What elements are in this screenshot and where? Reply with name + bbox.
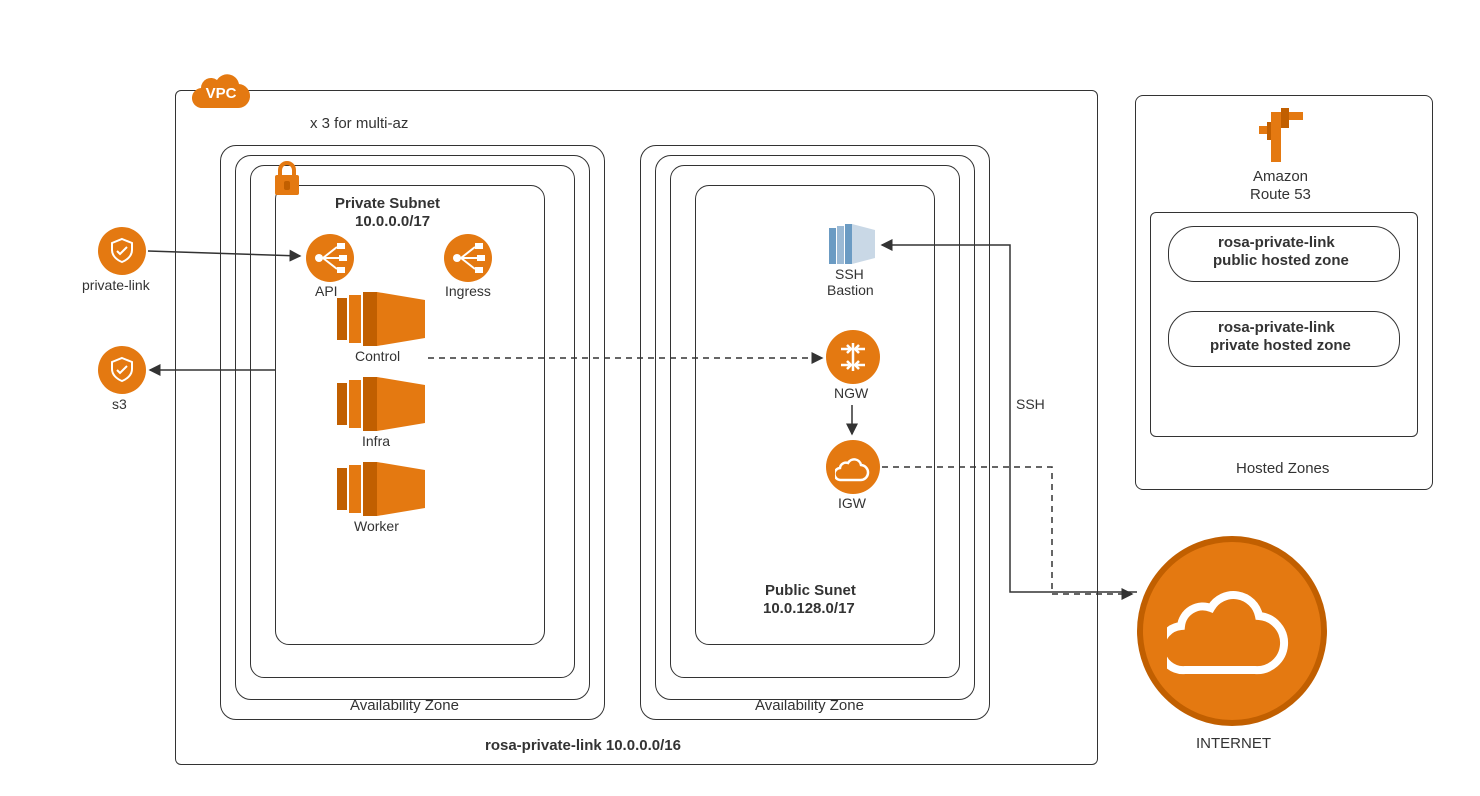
infra-instance-icon — [335, 375, 427, 433]
private-link-label: private-link — [82, 277, 150, 293]
private-subnet-title-1: Private Subnet — [335, 195, 440, 212]
route53-icon — [1253, 108, 1315, 166]
infra-label: Infra — [362, 433, 390, 449]
ngw-icon — [826, 330, 880, 384]
ssh-edge-label: SSH — [1016, 396, 1045, 412]
igw-icon — [826, 440, 880, 494]
worker-instance-icon — [335, 460, 427, 518]
bastion-label-1: SSH — [835, 266, 864, 282]
lock-icon — [270, 160, 304, 198]
public-az-label: Availability Zone — [755, 697, 864, 714]
internet-label: INTERNET — [1196, 735, 1271, 752]
route53-title-2: Route 53 — [1250, 186, 1311, 203]
zone1-line2: public hosted zone — [1213, 252, 1349, 269]
s3-label: s3 — [112, 396, 127, 412]
public-subnet-box — [695, 185, 935, 645]
bastion-label-2: Bastion — [827, 282, 874, 298]
svg-text:VPC: VPC — [206, 85, 237, 102]
ngw-label: NGW — [834, 385, 868, 401]
zone2-line1: rosa-private-link — [1218, 319, 1335, 336]
public-subnet-title-2: 10.0.128.0/17 — [763, 600, 855, 617]
route53-title-1: Amazon — [1253, 168, 1308, 185]
worker-label: Worker — [354, 518, 399, 534]
vpc-cidr-label: rosa-private-link 10.0.0.0/16 — [485, 737, 681, 754]
control-instance-icon — [335, 290, 427, 348]
zone2-line2: private hosted zone — [1210, 337, 1351, 354]
private-subnet-title-2: 10.0.0.0/17 — [355, 213, 430, 230]
ingress-label: Ingress — [445, 283, 491, 299]
ingress-lb-icon — [443, 233, 493, 283]
control-label: Control — [355, 348, 400, 364]
api-lb-icon — [305, 233, 355, 283]
private-az-label: Availability Zone — [350, 697, 459, 714]
hosted-zones-footer: Hosted Zones — [1236, 460, 1329, 477]
zone1-line1: rosa-private-link — [1218, 234, 1335, 251]
vpc-cloud-icon: VPC — [185, 68, 257, 112]
internet-icon — [1137, 536, 1327, 726]
s3-icon — [98, 346, 146, 394]
igw-label: IGW — [838, 495, 866, 511]
multiaz-label: x 3 for multi-az — [310, 115, 408, 132]
private-link-icon — [98, 227, 146, 275]
public-subnet-title-1: Public Sunet — [765, 582, 856, 599]
bastion-icon — [827, 224, 877, 266]
